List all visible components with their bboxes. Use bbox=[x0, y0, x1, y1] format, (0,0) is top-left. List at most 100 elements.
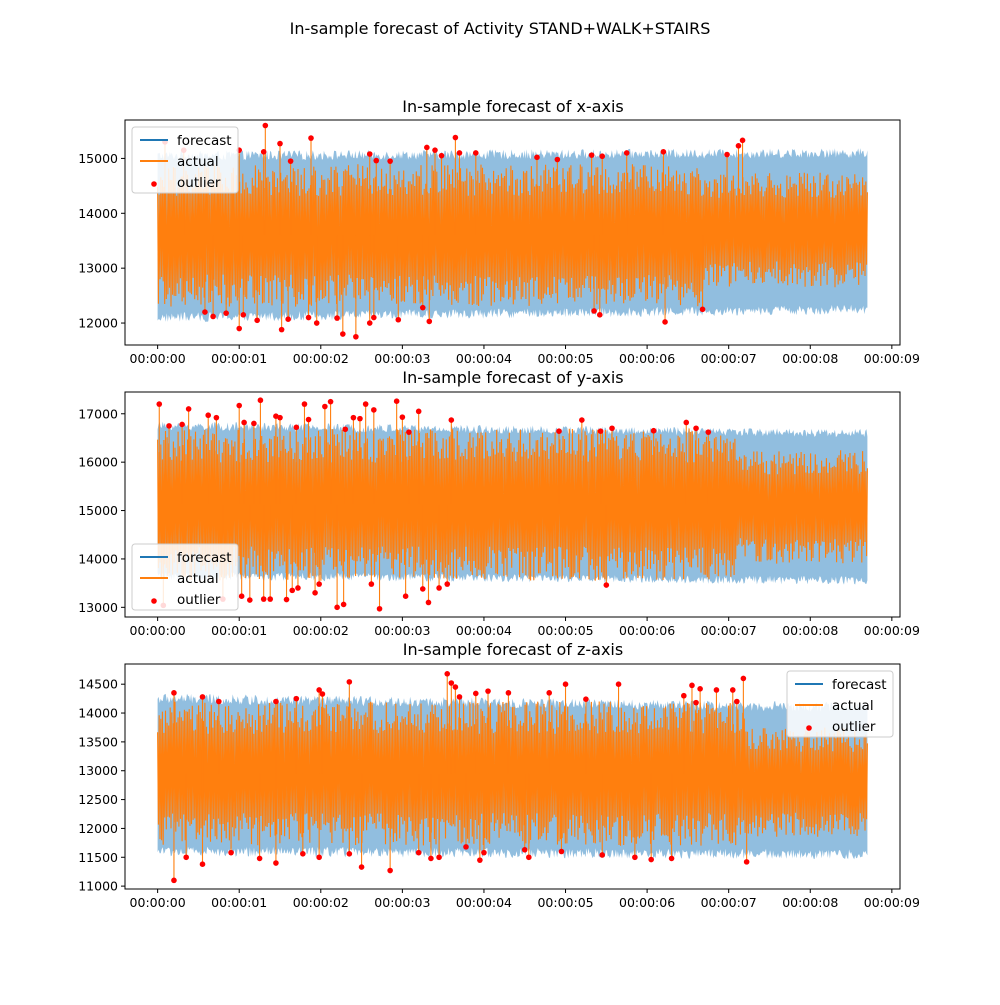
outlier-point bbox=[236, 325, 243, 332]
outlier-point bbox=[251, 420, 257, 427]
outlier-point bbox=[308, 135, 314, 141]
y-tick-label: 14000 bbox=[78, 551, 118, 566]
x-tick-label: 00:00:09 bbox=[864, 895, 920, 910]
outlier-point bbox=[319, 691, 326, 697]
outlier-point bbox=[285, 316, 291, 323]
outlier-point bbox=[278, 326, 285, 333]
outlier-point bbox=[395, 316, 402, 323]
outlier-point bbox=[444, 671, 451, 677]
outlier-point bbox=[472, 150, 479, 156]
outlier-point bbox=[609, 425, 615, 432]
outlier-point bbox=[273, 698, 279, 705]
outlier-point bbox=[236, 402, 243, 409]
outlier-point bbox=[301, 401, 308, 407]
x-tick-label: 00:00:02 bbox=[293, 895, 349, 910]
y-tick-label: 14000 bbox=[78, 206, 118, 221]
outlier-point bbox=[371, 314, 377, 321]
outlier-point bbox=[393, 398, 400, 404]
outlier-point bbox=[260, 149, 267, 155]
outlier-point bbox=[260, 596, 267, 602]
outlier-point bbox=[583, 696, 589, 702]
x-tick-label: 00:00:07 bbox=[701, 895, 757, 910]
x-tick-label: 00:00:08 bbox=[782, 895, 838, 910]
plot-area bbox=[156, 397, 868, 612]
outlier-point bbox=[240, 312, 247, 318]
x-tick-label: 00:00:04 bbox=[456, 351, 512, 366]
outlier-point bbox=[415, 849, 422, 856]
outlier-point bbox=[596, 312, 603, 318]
outlier-point bbox=[316, 687, 322, 693]
y-tick-label: 15000 bbox=[78, 151, 118, 166]
x-tick-label: 00:00:03 bbox=[374, 623, 430, 638]
outlier-point bbox=[402, 593, 409, 599]
outlier-point bbox=[743, 859, 750, 865]
outlier-point bbox=[238, 593, 245, 599]
outlier-point bbox=[300, 851, 306, 857]
x-tick-label: 00:00:04 bbox=[456, 895, 512, 910]
figure-title: In-sample forecast of Activity STAND+WAL… bbox=[290, 19, 711, 38]
x-tick-label: 00:00:07 bbox=[701, 623, 757, 638]
y-tick-label: 13000 bbox=[78, 261, 118, 276]
outlier-point bbox=[273, 860, 279, 866]
outlier-point bbox=[724, 151, 730, 158]
outlier-point bbox=[448, 417, 455, 423]
x-tick-label: 00:00:07 bbox=[701, 351, 757, 366]
y-tick-label: 13000 bbox=[78, 600, 118, 615]
y-tick-label: 16000 bbox=[78, 455, 118, 470]
outlier-point bbox=[668, 855, 675, 862]
outlier-point bbox=[419, 304, 426, 311]
outlier-point bbox=[456, 150, 463, 156]
y-tick-label: 12000 bbox=[78, 316, 118, 331]
subplot-title: In-sample forecast of z-axis bbox=[403, 640, 623, 659]
outlier-point bbox=[277, 140, 283, 147]
outlier-point bbox=[256, 855, 263, 862]
outlier-point bbox=[425, 599, 432, 606]
outlier-point bbox=[579, 417, 585, 423]
outlier-point bbox=[156, 401, 163, 407]
y-tick-label: 17000 bbox=[78, 406, 118, 421]
axes: 00:00:00 00:00:01 00:00:02 00:00:03 00:00:04… bbox=[78, 391, 920, 638]
plot-area bbox=[157, 671, 868, 884]
outlier-point bbox=[387, 158, 393, 164]
outlier-point bbox=[444, 581, 451, 587]
x-tick-label: 00:00:03 bbox=[374, 895, 430, 910]
outlier-point bbox=[452, 684, 459, 690]
x-tick-label: 00:00:05 bbox=[537, 895, 593, 910]
plot-area bbox=[157, 122, 868, 340]
outlier-point bbox=[387, 867, 393, 874]
outlier-point bbox=[599, 852, 606, 858]
outlier-point bbox=[591, 308, 597, 314]
axes-frame bbox=[124, 119, 901, 346]
x-tick-label: 00:00:06 bbox=[619, 895, 675, 910]
outlier-point bbox=[603, 582, 610, 588]
outlier-point bbox=[424, 144, 430, 151]
outlier-point bbox=[213, 414, 220, 421]
outlier-point bbox=[689, 682, 695, 689]
outlier-point bbox=[368, 581, 375, 587]
y-tick-label: 14500 bbox=[78, 677, 118, 692]
legend: forecast actual outlier bbox=[131, 126, 239, 194]
outlier-point bbox=[456, 694, 463, 700]
x-tick-label: 00:00:01 bbox=[211, 623, 267, 638]
outlier-point bbox=[322, 403, 328, 410]
outlier-point bbox=[428, 855, 434, 862]
outlier-point bbox=[650, 427, 657, 434]
outlier-point bbox=[521, 846, 528, 853]
legend-box bbox=[131, 126, 239, 194]
x-tick-label: 00:00:09 bbox=[864, 351, 920, 366]
y-tick-label: 15000 bbox=[78, 503, 118, 518]
outlier-point bbox=[183, 854, 189, 861]
outlier-point bbox=[648, 856, 654, 863]
outlier-point bbox=[350, 414, 357, 421]
legend-box bbox=[786, 670, 894, 738]
outlier-point bbox=[373, 157, 380, 164]
axes: 00:00:00 00:00:01 00:00:02 00:00:03 00:00:04… bbox=[78, 663, 920, 910]
outlier-point bbox=[346, 851, 353, 857]
subplot-y-axis: In-sample forecast of y-axis 00:00:00 00:… bbox=[78, 368, 920, 638]
outlier-point bbox=[342, 426, 349, 433]
outlier-point bbox=[562, 681, 569, 687]
outlier-point bbox=[371, 407, 377, 413]
outlier-point bbox=[313, 320, 320, 326]
outlier-point bbox=[436, 854, 442, 861]
